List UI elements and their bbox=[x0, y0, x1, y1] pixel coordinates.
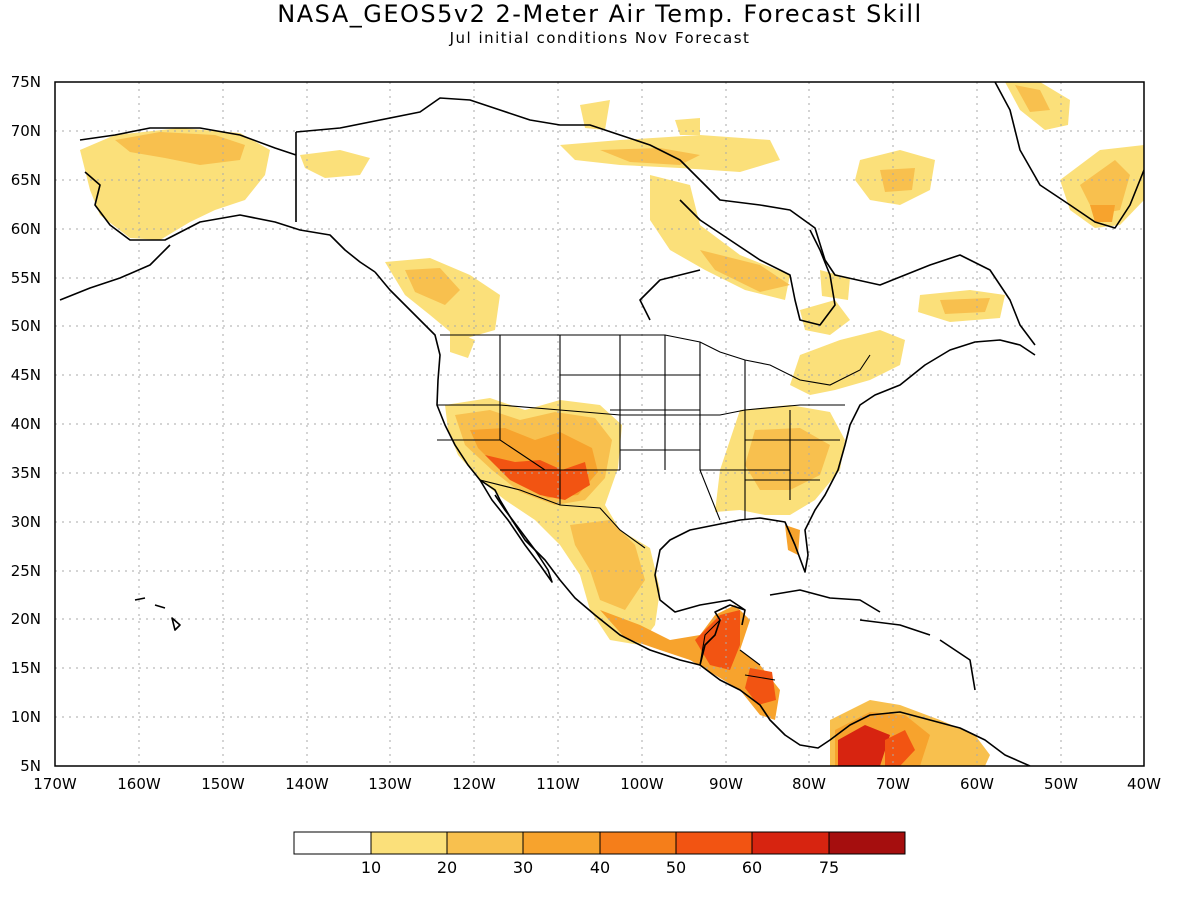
lon-tick-label: 150W bbox=[201, 775, 245, 793]
lon-tick-label: 70W bbox=[876, 775, 910, 793]
lat-tick-label: 40N bbox=[11, 415, 41, 433]
alaska-skill-core bbox=[115, 132, 245, 165]
lat-tick-label: 15N bbox=[11, 659, 41, 677]
legend-label: 60 bbox=[742, 858, 762, 877]
lat-tick-label: 20N bbox=[11, 610, 41, 628]
lon-tick-label: 90W bbox=[709, 775, 743, 793]
skill-shading bbox=[80, 82, 1144, 766]
legend-label: 10 bbox=[361, 858, 381, 877]
northeast-skill-region bbox=[790, 330, 905, 395]
hawaii bbox=[134, 597, 181, 631]
lon-tick-label: 130W bbox=[368, 775, 412, 793]
legend-label: 30 bbox=[513, 858, 533, 877]
longitude-labels: 170W 160W 150W 140W 130W 120W 110W 100W … bbox=[33, 775, 1161, 793]
southwest-skill-peak bbox=[485, 455, 590, 500]
lat-tick-label: 30N bbox=[11, 513, 41, 531]
map-frame bbox=[54, 81, 1145, 767]
greenland-coast bbox=[994, 82, 1144, 229]
legend-swatch bbox=[599, 831, 677, 855]
map-title: NASA_GEOS5v2 2-Meter Air Temp. Forecast … bbox=[277, 0, 923, 28]
central-america-borders bbox=[699, 619, 776, 681]
lat-tick-label: 55N bbox=[11, 269, 41, 287]
hudson-bay bbox=[639, 199, 836, 326]
lat-tick-label: 75N bbox=[11, 73, 41, 91]
coastlines bbox=[59, 82, 1144, 766]
legend-label: 75 bbox=[819, 858, 839, 877]
legend-swatch bbox=[522, 831, 601, 855]
alaska-coast bbox=[59, 127, 376, 301]
legend-swatch bbox=[370, 831, 448, 855]
lat-tick-label: 60N bbox=[11, 220, 41, 238]
legend-swatch bbox=[751, 831, 830, 855]
baja-california bbox=[479, 479, 553, 583]
gulf-of-mexico-coast bbox=[654, 339, 1036, 666]
bc-skill-core bbox=[405, 268, 460, 305]
north-america-west-coast bbox=[374, 271, 1031, 766]
legend-label: 20 bbox=[437, 858, 457, 877]
lat-tick-label: 35N bbox=[11, 464, 41, 482]
south-america-skill-peak bbox=[838, 725, 890, 766]
lat-tick-label: 50N bbox=[11, 317, 41, 335]
lon-tick-label: 140W bbox=[285, 775, 329, 793]
legend-swatch bbox=[446, 831, 524, 855]
lat-tick-label: 45N bbox=[11, 366, 41, 384]
lon-tick-label: 80W bbox=[792, 775, 826, 793]
latitude-labels: 5N 10N 15N 20N 25N 30N 35N 40N 45N 50N 5… bbox=[11, 73, 41, 775]
lon-tick-label: 60W bbox=[960, 775, 994, 793]
lon-tick-label: 110W bbox=[536, 775, 580, 793]
lon-tick-label: 40W bbox=[1127, 775, 1161, 793]
map-gridlines bbox=[55, 82, 1144, 766]
us-state-borders bbox=[437, 335, 845, 521]
lon-tick-label: 100W bbox=[620, 775, 664, 793]
yukon-skill-region bbox=[300, 150, 370, 178]
us-mexico-border bbox=[479, 479, 646, 549]
lat-tick-label: 10N bbox=[11, 708, 41, 726]
lon-tick-label: 170W bbox=[33, 775, 77, 793]
lon-tick-label: 160W bbox=[117, 775, 161, 793]
color-legend: 10 20 30 40 50 60 75 bbox=[293, 831, 906, 877]
lat-tick-label: 65N bbox=[11, 171, 41, 189]
legend-swatch bbox=[675, 831, 753, 855]
legend-swatch bbox=[828, 831, 906, 855]
legend-swatch bbox=[293, 831, 372, 855]
canada-arctic-coast bbox=[295, 97, 1036, 346]
map-subtitle: Jul initial conditions Nov Forecast bbox=[449, 29, 751, 47]
political-borders bbox=[437, 334, 871, 681]
legend-label: 50 bbox=[666, 858, 686, 877]
lat-tick-label: 5N bbox=[20, 757, 41, 775]
lon-tick-label: 120W bbox=[452, 775, 496, 793]
lon-tick-label: 50W bbox=[1044, 775, 1078, 793]
lat-tick-label: 70N bbox=[11, 122, 41, 140]
lat-tick-label: 25N bbox=[11, 562, 41, 580]
legend-label: 40 bbox=[590, 858, 610, 877]
caribbean-islands bbox=[769, 589, 976, 691]
